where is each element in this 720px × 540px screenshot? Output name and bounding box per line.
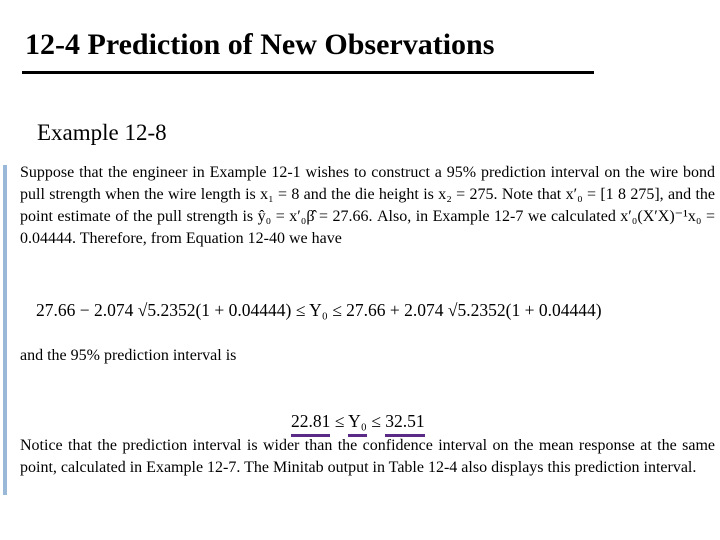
subtitle: Example 12-8 xyxy=(37,120,167,145)
paragraph: Suppose that the engineer in Example 12-… xyxy=(20,164,715,247)
equation-part: 22.81 xyxy=(291,411,331,437)
title: 12-4 Prediction of New Observations xyxy=(25,28,495,61)
paragraph: and the 95% prediction interval is xyxy=(20,347,237,364)
equation: 22.81 ≤ Y₀ ≤ 32.51 xyxy=(291,390,425,437)
paragraph: Notice that the prediction interval is w… xyxy=(20,437,715,476)
equation-part: ≤ xyxy=(366,411,386,431)
title-rule xyxy=(22,71,594,74)
equation-part: Y₀ xyxy=(348,411,367,437)
equation-part: ≤ xyxy=(330,411,349,431)
equation-part: 32.51 xyxy=(385,411,425,437)
equation: 27.66 − 2.074 √5.2352(1 + 0.04444) ≤ Y₀ … xyxy=(36,300,602,320)
side-bar xyxy=(3,165,7,495)
